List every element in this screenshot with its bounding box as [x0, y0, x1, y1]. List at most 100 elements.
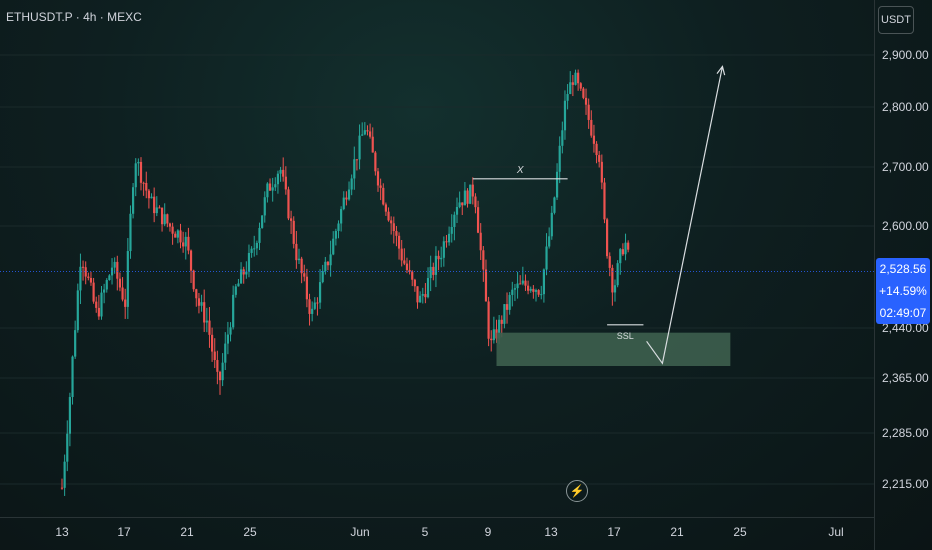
lightning-icon[interactable]: ⚡ [566, 480, 588, 502]
candle-body [211, 334, 214, 352]
candle-body [366, 130, 369, 132]
candle-body [382, 187, 385, 205]
candle-body [158, 207, 161, 209]
candle-body [503, 304, 506, 324]
candle-body [97, 307, 100, 317]
candle-body [192, 270, 195, 290]
candle-body [608, 256, 611, 268]
candle-body [453, 214, 456, 227]
candle-body [445, 241, 448, 243]
candle-body [461, 202, 464, 206]
price-axis[interactable]: 2,900.00 2,800.00 2,700.00 2,600.00 2,440.00… [874, 0, 932, 550]
candle-body [187, 236, 190, 251]
candle-body [587, 104, 590, 120]
x-label: X [516, 165, 524, 176]
candle-body [316, 302, 319, 304]
time-tick-label: Jun [350, 525, 369, 539]
candle-body [347, 189, 351, 200]
candle-body [374, 152, 377, 172]
candle-body [184, 236, 187, 247]
demand-zone[interactable] [496, 332, 731, 366]
candle-body [598, 155, 601, 162]
last-price-label: 2,528.56 +14.59% 02:49:07 [876, 258, 930, 324]
candle-body [166, 214, 169, 224]
candle-body [92, 282, 95, 302]
candle-body [103, 289, 106, 293]
candle-body [376, 171, 380, 186]
candle-body [303, 273, 306, 277]
candle-body [126, 251, 129, 307]
candle-body [519, 283, 522, 285]
candle-body [147, 190, 150, 199]
candle-body [276, 173, 280, 185]
candle-body [66, 433, 69, 462]
candle-body [232, 294, 235, 328]
candle-body [416, 286, 419, 303]
candle-body [239, 269, 243, 284]
candle-body [60, 487, 64, 489]
candle-body [542, 269, 545, 295]
price-tick-label: 2,440.00 [882, 321, 929, 335]
candle-body [189, 250, 193, 271]
candle-body [584, 97, 588, 105]
time-axis[interactable]: 13 17 21 25 Jun 5 9 13 17 21 25 Jul [0, 517, 874, 550]
candle-body [200, 302, 203, 306]
candle-body [153, 196, 156, 214]
candle-body [490, 338, 493, 341]
candle-body [318, 282, 322, 303]
projection-path[interactable] [646, 66, 724, 365]
candle-body [142, 182, 145, 184]
candle-body [284, 176, 287, 190]
candle-body [292, 220, 295, 244]
candle-body [500, 319, 503, 324]
candle-body [492, 329, 495, 341]
candle-body [516, 283, 519, 289]
candle-body [245, 271, 248, 275]
candle-body [150, 196, 153, 199]
candle-body [324, 261, 327, 272]
candle-body [213, 351, 216, 361]
candle-body [537, 290, 540, 295]
candle-body [424, 294, 427, 298]
currency-badge[interactable]: USDT [878, 6, 914, 34]
candle-body [540, 294, 543, 296]
candle-body [313, 302, 316, 309]
last-price: 2,528.56 [879, 262, 927, 276]
candle-body [105, 280, 108, 290]
candle-body [266, 183, 269, 198]
candle-body [426, 278, 430, 298]
candle-body [345, 197, 348, 200]
candle-body [566, 94, 569, 101]
candle-body [95, 301, 98, 308]
candle-body [263, 197, 266, 216]
candle-body [247, 252, 251, 272]
time-tick-label: 9 [485, 525, 492, 539]
candle-body [571, 82, 574, 85]
candle-body [171, 226, 174, 234]
candle-body [403, 260, 406, 264]
candle-body [471, 184, 474, 197]
drawings-layer[interactable]: X SSL [0, 65, 874, 366]
candle-body [321, 271, 324, 283]
candle-body [548, 236, 551, 247]
candle-body [590, 119, 593, 136]
candle-body [627, 242, 630, 250]
candle-body [397, 235, 401, 249]
candle-body [432, 266, 435, 275]
candle-body [255, 242, 258, 249]
candle-body [353, 159, 356, 179]
price-chart[interactable]: X SSL [0, 0, 874, 517]
time-tick-label: Jul [828, 525, 843, 539]
candle-body [579, 83, 582, 89]
candle-body [529, 288, 532, 291]
candle-body [121, 287, 124, 300]
candle-body [595, 143, 598, 156]
time-tick-label: 5 [422, 525, 429, 539]
candle-body [76, 290, 79, 331]
candle-body [271, 187, 274, 191]
symbol-title[interactable]: ETHUSDT.P · 4h · MEXC [6, 10, 142, 24]
candle-body [437, 255, 440, 260]
candle-body [195, 289, 198, 299]
candle-body [89, 277, 93, 283]
